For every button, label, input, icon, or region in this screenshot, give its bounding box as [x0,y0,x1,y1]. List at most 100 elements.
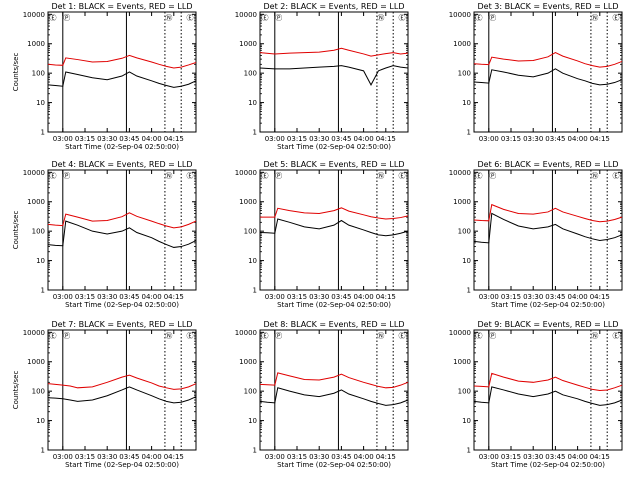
interval-mark: Ⓝ [165,332,172,340]
events-series-line [47,71,197,88]
x-tick-label: 04:00 [568,135,588,143]
y-tick-label: 1 [253,287,257,295]
y-tick-label: 10 [36,417,45,425]
detector-panel: Det 9: BLACK = Events, RED = LLD 1 10 100 10… [449,320,623,469]
events-series-line [259,387,409,406]
interval-mark: Ⓟ [275,14,282,22]
x-tick-label: 04:00 [354,453,374,461]
interval-mark: Ⓟ [275,172,282,180]
interval-mark: Ⓔ [399,332,406,340]
x-tick-label: 03:45 [119,293,139,301]
detector-panel: Det 4: BLACK = Events, RED = LLD 1 10 100 10… [12,160,197,309]
y-tick-label: 1 [41,447,45,455]
interval-mark: Ⓔ [476,172,483,180]
interval-mark: Ⓝ [377,172,384,180]
interval-mark: Ⓟ [275,332,282,340]
interval-mark: Ⓝ [591,172,598,180]
panel-title: Det 9: BLACK = Events, RED = LLD [478,320,619,329]
interval-mark: Ⓟ [489,14,496,22]
x-tick-label: 03:15 [75,135,95,143]
events-series-line [473,212,623,244]
y-tick-label: 10 [248,417,257,425]
interval-mark: Ⓔ [476,14,483,22]
interval-mark: Ⓔ [476,332,483,340]
y-tick-label: 10 [248,257,257,265]
plot-frame [259,329,409,451]
x-tick-label: 04:15 [164,293,184,301]
interval-mark: Ⓔ [613,14,620,22]
x-tick-label: 03:30 [97,453,117,461]
y-tick-label: 10 [462,257,471,265]
panel-title: Det 1: BLACK = Events, RED = LLD [52,2,193,11]
events-series-line [259,218,409,237]
panel-title: Det 6: BLACK = Events, RED = LLD [478,160,619,169]
events-series-line [47,386,197,404]
x-tick-label: 04:15 [590,135,610,143]
x-tick-label: 03:00 [265,453,285,461]
x-axis-label: Start Time (02-Sep-04 02:50:00) [65,143,179,151]
y-tick-label: 1000 [239,358,257,366]
y-tick-label: 1 [41,287,45,295]
x-tick-label: 04:00 [354,293,374,301]
interval-mark: Ⓝ [377,14,384,22]
interval-mark: Ⓔ [613,172,620,180]
x-axis-label: Start Time (02-Sep-04 02:50:00) [65,461,179,469]
y-tick-label: 100 [458,388,471,396]
x-tick-label: 03:00 [479,135,499,143]
interval-mark: Ⓔ [187,14,194,22]
x-tick-label: 04:00 [568,453,588,461]
y-tick-label: 1 [467,447,471,455]
x-axis-label: Start Time (02-Sep-04 02:50:00) [65,301,179,309]
x-tick-label: 03:45 [545,293,565,301]
x-tick-label: 03:15 [287,135,307,143]
x-tick-label: 03:45 [331,293,351,301]
x-axis-label: Start Time (02-Sep-04 02:50:00) [491,301,605,309]
y-tick-label: 1000 [27,358,45,366]
lld-series-line [259,47,409,57]
y-tick-label: 1 [253,129,257,137]
detector-panel: Det 8: BLACK = Events, RED = LLD 1 10 100 10… [235,320,409,469]
y-tick-label: 100 [32,228,45,236]
x-tick-label: 03:30 [97,293,117,301]
y-tick-label: 10 [248,99,257,107]
interval-mark: Ⓔ [50,14,57,22]
panel-title: Det 8: BLACK = Events, RED = LLD [264,320,405,329]
y-tick-label: 10000 [449,329,471,337]
x-tick-label: 03:00 [479,453,499,461]
events-series-line [473,68,623,86]
y-tick-label: 100 [244,228,257,236]
lld-series-line [47,212,197,229]
interval-mark: Ⓔ [262,14,269,22]
interval-mark: Ⓟ [63,172,70,180]
panel-title: Det 5: BLACK = Events, RED = LLD [264,160,405,169]
events-series-line [47,220,197,248]
y-tick-label: 10000 [235,11,257,19]
plot-frame [473,169,623,291]
y-tick-label: 1000 [239,198,257,206]
y-tick-label: 10000 [235,169,257,177]
y-tick-label: 100 [458,70,471,78]
x-tick-label: 03:00 [53,453,73,461]
x-tick-label: 04:00 [568,293,588,301]
x-tick-label: 04:00 [142,453,162,461]
x-tick-label: 03:15 [75,293,95,301]
y-tick-label: 1000 [239,40,257,48]
y-tick-label: 1 [253,447,257,455]
interval-mark: Ⓔ [399,14,406,22]
panel-title: Det 2: BLACK = Events, RED = LLD [264,2,405,11]
lld-series-line [473,203,623,223]
x-tick-label: 03:30 [523,293,543,301]
panel-title: Det 4: BLACK = Events, RED = LLD [52,160,193,169]
x-tick-label: 03:15 [501,453,521,461]
interval-mark: Ⓝ [165,172,172,180]
x-tick-label: 03:00 [265,293,285,301]
x-tick-label: 03:30 [523,453,543,461]
x-tick-label: 03:30 [97,135,117,143]
y-tick-label: 1 [467,287,471,295]
y-tick-label: 10 [36,257,45,265]
y-tick-label: 10 [462,417,471,425]
y-tick-label: 100 [244,388,257,396]
lld-series-line [260,207,409,220]
x-tick-label: 03:00 [265,135,285,143]
x-tick-label: 03:00 [479,293,499,301]
